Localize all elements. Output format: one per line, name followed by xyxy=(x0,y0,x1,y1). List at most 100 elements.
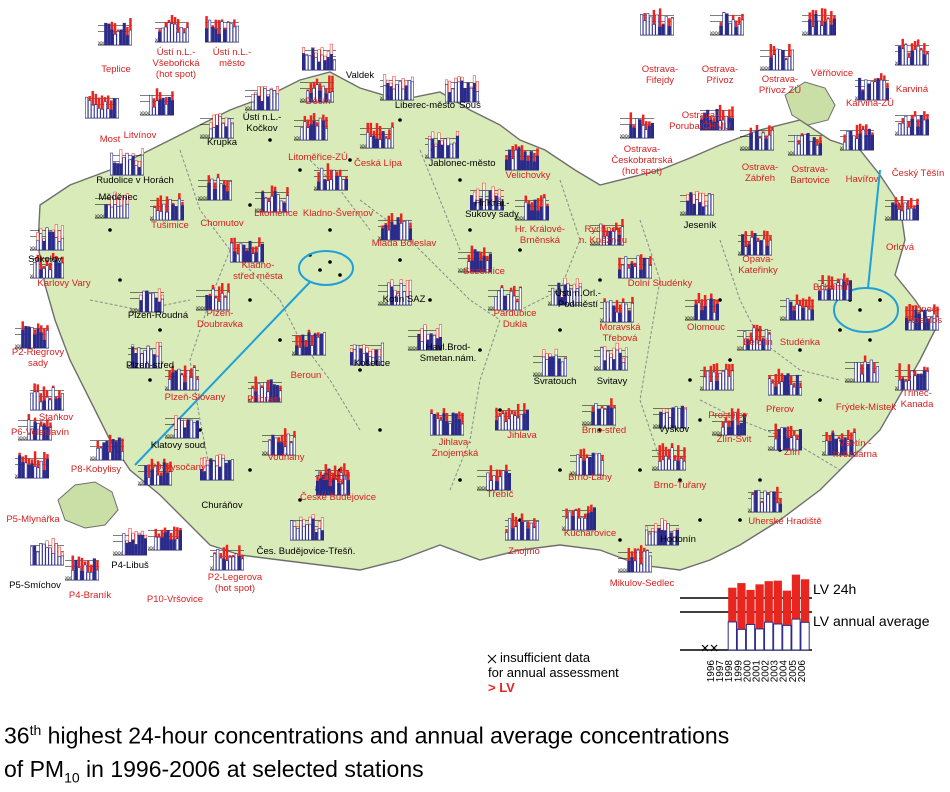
station-label: Orlová xyxy=(886,242,915,253)
station-label: Teplice xyxy=(101,64,131,75)
station-label: Rychnov n. Kněžnou xyxy=(579,224,627,246)
station-label: Plzeň-střed xyxy=(126,360,174,371)
station-label: Košetice xyxy=(354,358,390,369)
station-marker xyxy=(798,348,802,352)
station-label: Beroun xyxy=(291,370,322,381)
caption-line-2: of PM10 in 1996-2006 at selected station… xyxy=(4,756,424,786)
station-marker xyxy=(358,368,362,372)
region-border xyxy=(419,149,461,251)
station-chart xyxy=(617,545,653,573)
station-label: Zlín xyxy=(784,447,800,458)
station-marker xyxy=(618,538,622,542)
station-chart xyxy=(164,365,200,391)
legend-bar-24h xyxy=(791,574,801,620)
legend-year-label: 2000 xyxy=(742,660,753,683)
station-marker xyxy=(858,308,862,312)
caption-subscript: 10 xyxy=(64,769,80,786)
prague-area xyxy=(57,481,119,529)
station-chart xyxy=(487,285,523,311)
station-chart xyxy=(894,111,930,136)
station-label: Litoměřice xyxy=(254,208,298,219)
station-label: Valdek xyxy=(346,70,375,81)
station-label: Jablonec-město xyxy=(428,158,495,169)
ostrava-highlight-ellipse xyxy=(833,287,899,333)
station-chart xyxy=(736,324,772,351)
station-label: P9-Vysočany xyxy=(150,462,206,473)
station-label: P4-Libuš xyxy=(111,560,149,571)
station-chart xyxy=(110,148,145,176)
station-marker xyxy=(478,348,482,352)
legend-bar-24h xyxy=(800,579,810,623)
legend-year-label: 2005 xyxy=(788,660,799,683)
station-label: P6-Veleslavín xyxy=(11,427,69,438)
station-chart xyxy=(547,277,583,306)
station-chart xyxy=(894,363,930,391)
station-label: Krupka xyxy=(207,137,238,148)
region-border xyxy=(449,319,501,491)
legend-bar-annual xyxy=(727,621,737,651)
station-label: Vsetín -hvězdárna xyxy=(833,438,878,460)
station-label: Třinec-Kanada xyxy=(901,388,934,410)
caption-text-1: highest 24-hour concentrations and annua… xyxy=(41,722,730,749)
station-marker xyxy=(638,468,642,472)
legend-year-label: 2002 xyxy=(761,660,772,683)
station-marker xyxy=(198,428,202,432)
station-label: Svitavy xyxy=(597,376,628,387)
station-label: P4-Braník xyxy=(69,590,111,601)
station-chart xyxy=(29,383,65,411)
station-label: Staňkov xyxy=(39,412,74,423)
station-marker xyxy=(518,248,522,252)
station-chart xyxy=(593,342,629,371)
station-chart xyxy=(504,144,540,171)
station-label: Prostějov xyxy=(708,410,748,421)
station-chart xyxy=(644,518,680,546)
station-marker xyxy=(758,478,762,482)
station-marker xyxy=(148,378,152,382)
station-chart xyxy=(14,321,50,349)
station-marker xyxy=(318,268,322,272)
station-chart xyxy=(651,443,687,471)
station-chart xyxy=(200,453,235,481)
station-label: Sezemice xyxy=(463,266,505,277)
station-chart xyxy=(801,8,837,36)
station-label: Plzeň-Slovany xyxy=(165,392,226,403)
station-label: Karlovy Vary xyxy=(37,278,90,289)
legend-lv24-label: LV 24h xyxy=(813,581,856,597)
station-chart xyxy=(29,538,65,566)
station-label: Frýdek-Místek xyxy=(836,402,896,413)
station-label: Hodonín xyxy=(660,534,696,545)
station-label: Čes. Budějovice-Třešň. xyxy=(257,546,356,557)
station-chart xyxy=(561,504,597,531)
station-label: Souš xyxy=(459,100,481,111)
station-label: Chomutov xyxy=(200,218,244,229)
station-label: Jeseník xyxy=(684,220,717,231)
station-label: Klatovy soud xyxy=(151,440,205,451)
station-chart xyxy=(839,123,875,151)
station-label: Měděnec xyxy=(98,192,137,203)
legend-year-label: 2006 xyxy=(797,660,808,683)
station-marker xyxy=(698,518,702,522)
station-marker xyxy=(468,228,472,232)
station-label: Příbram xyxy=(247,394,281,405)
station-chart xyxy=(759,43,795,71)
station-label: Ostrava-Fifejdy xyxy=(642,64,678,86)
caption-superscript: th xyxy=(29,722,42,738)
legend-year-label: 2001 xyxy=(751,660,762,683)
station-chart xyxy=(230,237,264,263)
station-label: Třebíč xyxy=(487,489,514,500)
legend-bar-annual xyxy=(745,623,756,651)
station-chart xyxy=(149,193,185,221)
station-chart xyxy=(747,486,783,513)
station-label: Rudolice v Horách xyxy=(96,175,174,186)
station-label: Děčín xyxy=(306,96,331,107)
station-label: Svratouch xyxy=(534,376,577,387)
station-chart xyxy=(709,11,745,36)
station-label: Sokolov xyxy=(28,254,62,265)
station-chart xyxy=(652,405,688,429)
station-label: Olomouc xyxy=(687,322,725,333)
station-label: Ústí n.L.-město xyxy=(213,47,252,69)
station-marker xyxy=(248,203,252,207)
station-marker xyxy=(838,328,842,332)
station-marker xyxy=(348,158,352,162)
